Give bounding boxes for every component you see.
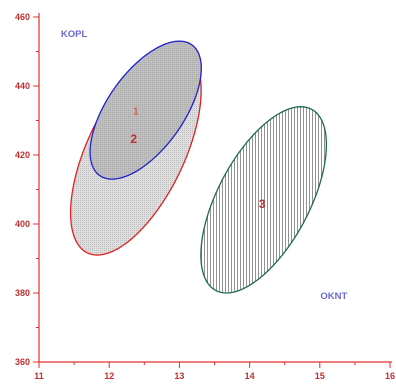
annotation-oknt: OKNT <box>320 291 347 302</box>
x-tick-label-11: 11 <box>34 371 44 381</box>
ellipse-3-outline <box>200 106 328 294</box>
x-tick-label-14: 14 <box>245 371 255 381</box>
x-tick-label-13: 13 <box>174 371 184 381</box>
y-tick-label-420: 420 <box>15 150 30 160</box>
labels-layer: 2 1 3 KOPL OKNT <box>61 29 348 302</box>
ellipse-label-1: 1 <box>133 107 139 118</box>
annotation-kopl: KOPL <box>61 29 88 40</box>
ellipse-3-pattern <box>200 106 327 293</box>
ellipse-label-3: 3 <box>259 197 266 211</box>
ellipses-layer <box>69 40 328 294</box>
y-tick-label-origin: 360 <box>15 357 30 367</box>
x-tick-label-15: 15 <box>315 371 325 381</box>
y-tick-label-400: 400 <box>15 219 30 229</box>
ellipse-label-2: 2 <box>130 132 137 146</box>
y-tick-label-440: 440 <box>15 81 30 91</box>
x-tick-label-12: 12 <box>104 371 114 381</box>
ellipse-1-outline <box>89 40 202 180</box>
y-tick-label-380: 380 <box>15 288 30 298</box>
y-tick-label-460: 460 <box>15 12 30 22</box>
ellipse-1-pattern <box>90 41 202 180</box>
x-tick-label-16: 16 <box>385 371 395 381</box>
